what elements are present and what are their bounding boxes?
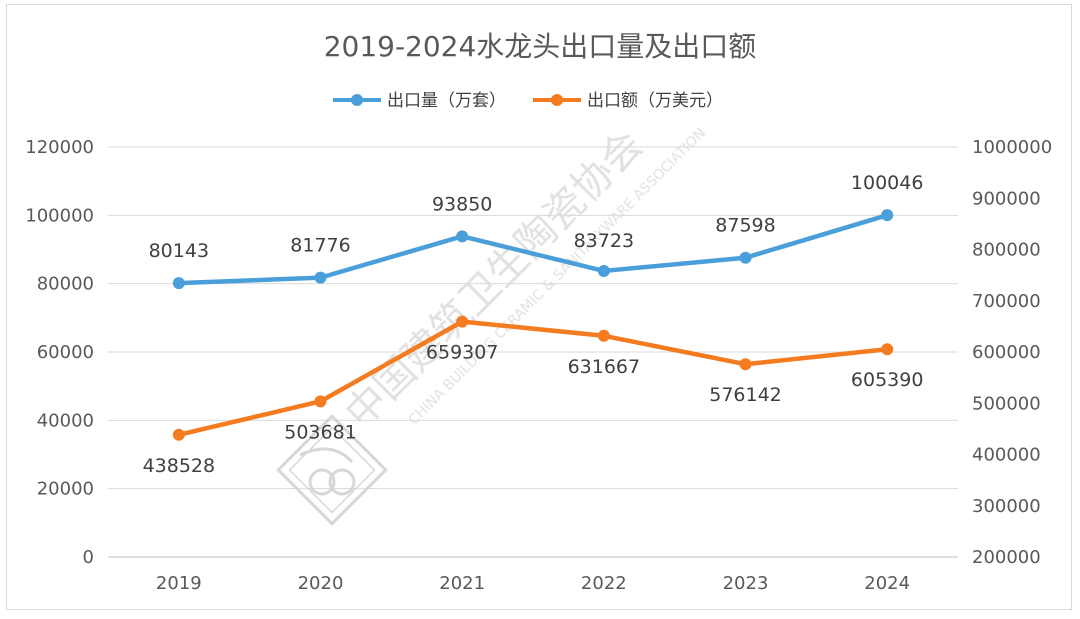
right-axis-tick-label: 1000000 xyxy=(972,137,1052,158)
series-export-value: 438528 503681 659307 631667 576142 605390 xyxy=(143,315,924,477)
left-axis-tick-label: 80000 xyxy=(37,274,94,295)
legend: 出口量（万套） 出口额（万美元） xyxy=(333,91,723,111)
watermark-rings xyxy=(299,447,356,496)
data-point xyxy=(172,277,185,290)
data-point xyxy=(597,264,610,277)
data-point xyxy=(456,315,469,328)
left-axis-tick-label: 100000 xyxy=(25,205,94,226)
watermark: 中国建筑卫生陶瓷协会 CHINA BUILDING CERAMIC & SANI… xyxy=(276,122,710,526)
legend-item-export-volume: 出口量（万套） xyxy=(333,91,506,111)
right-axis-tick-label: 700000 xyxy=(972,291,1041,312)
right-axis-tick-label: 900000 xyxy=(972,188,1041,209)
data-label: 83723 xyxy=(574,230,634,252)
data-label: 605390 xyxy=(851,369,924,391)
right-axis-tick-label: 200000 xyxy=(972,547,1041,568)
watermark-english: CHINA BUILDING CERAMIC & SANITARYWARE AS… xyxy=(406,125,709,428)
right-axis-tick-label: 300000 xyxy=(972,496,1041,517)
chart-title: 2019-2024水龙头出口量及出口额 xyxy=(324,30,757,63)
left-axis-tick-label: 60000 xyxy=(37,342,94,363)
data-label: 100046 xyxy=(851,172,924,194)
series-line xyxy=(176,212,890,286)
data-point xyxy=(597,329,610,342)
plot-area: 80143 81776 93850 83723 87598 100046 438528 503… xyxy=(143,172,924,477)
left-axis-ticks: 0 20000 40000 60000 80000 100000 120000 xyxy=(25,137,94,568)
data-label: 81776 xyxy=(290,235,350,257)
left-axis-tick-label: 0 xyxy=(83,547,94,568)
left-axis-tick-label: 40000 xyxy=(37,410,94,431)
data-label: 503681 xyxy=(284,421,357,443)
data-label: 87598 xyxy=(715,215,775,237)
watermark-logo xyxy=(276,414,388,526)
x-axis-tick-label: 2024 xyxy=(864,573,910,594)
data-point xyxy=(881,343,894,356)
data-point xyxy=(739,251,752,264)
data-point xyxy=(172,428,185,441)
series-export-volume: 80143 81776 93850 83723 87598 100046 xyxy=(149,172,924,290)
x-axis-tick-label: 2020 xyxy=(298,573,344,594)
right-axis-tick-label: 800000 xyxy=(972,240,1041,261)
data-point xyxy=(314,271,327,284)
legend-label-export-value: 出口额（万美元） xyxy=(587,91,723,111)
x-axis-tick-label: 2021 xyxy=(439,573,485,594)
data-point xyxy=(739,358,752,371)
data-label: 631667 xyxy=(568,356,641,378)
right-axis-tick-label: 500000 xyxy=(972,393,1041,414)
data-label: 659307 xyxy=(426,342,499,364)
left-axis-tick-label: 120000 xyxy=(25,137,94,158)
watermark-text: 中国建筑卫生陶瓷协会 CHINA BUILDING CERAMIC & SANI… xyxy=(337,122,710,437)
legend-marker-export-value xyxy=(551,94,563,106)
right-axis-tick-label: 600000 xyxy=(972,342,1041,363)
x-axis-tick-label: 2023 xyxy=(723,573,769,594)
data-label: 80143 xyxy=(149,240,209,262)
watermark-chinese: 中国建筑卫生陶瓷协会 xyxy=(337,122,652,437)
x-axis-tick-label: 2019 xyxy=(156,573,202,594)
data-label: 93850 xyxy=(432,193,492,215)
legend-marker-export-volume xyxy=(351,94,363,106)
legend-label-export-volume: 出口量（万套） xyxy=(387,91,506,111)
x-axis-tick-label: 2022 xyxy=(581,573,627,594)
data-point xyxy=(314,395,327,408)
right-axis-tick-label: 400000 xyxy=(972,445,1041,466)
series-line xyxy=(176,319,890,438)
legend-item-export-value: 出口额（万美元） xyxy=(533,91,723,111)
data-label: 438528 xyxy=(143,455,216,477)
left-axis-tick-label: 20000 xyxy=(37,479,94,500)
right-axis-ticks: 200000 300000 400000 500000 600000 700000 8000… xyxy=(972,137,1052,568)
data-point xyxy=(456,230,469,243)
data-point xyxy=(881,209,894,222)
data-label: 576142 xyxy=(709,384,782,406)
x-axis-ticks: 2019 2020 2021 2022 2023 2024 xyxy=(156,573,910,594)
chart-frame xyxy=(6,4,1072,610)
